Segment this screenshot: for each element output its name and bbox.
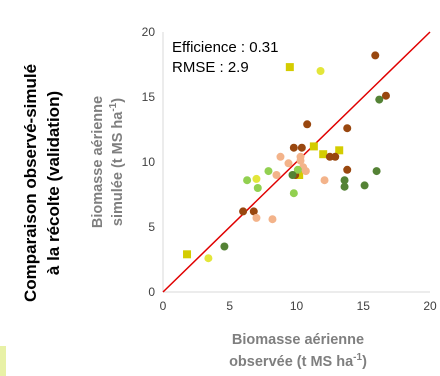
data-point-circle [268, 215, 277, 224]
axes [162, 32, 430, 293]
data-point-circle [289, 143, 298, 152]
data-point-square [183, 250, 192, 259]
x-tick-label: 0 [160, 299, 167, 313]
efficience-annotation: Efficience : 0.31 [172, 39, 278, 56]
data-point-circle [243, 176, 252, 185]
data-point-circle [272, 171, 281, 179]
data-point-circle [204, 254, 213, 263]
x-tick-label: 10 [290, 299, 304, 313]
data-point-circle [297, 143, 306, 152]
data-point-circle [320, 176, 329, 185]
data-point-circle [340, 182, 349, 191]
data-point-circle [252, 174, 261, 183]
data-point-circle [372, 167, 381, 176]
data-point-circle [239, 207, 248, 216]
data-points [183, 51, 390, 263]
data-point-circle [360, 181, 369, 190]
data-point-circle [331, 152, 340, 161]
data-point-square [295, 171, 304, 179]
data-point-circle [381, 91, 390, 100]
data-point-circle [371, 51, 380, 60]
data-point-circle [343, 165, 352, 174]
x-axis-label-sup: -1 [353, 352, 362, 363]
y-tick-labels: 0 5 10 15 20 [142, 25, 156, 299]
y-axis-label-sup: -1 [108, 102, 119, 111]
data-point-circle [249, 207, 258, 216]
data-point-circle [375, 95, 384, 104]
panel-title-line1: Comparaison observé-simulé [21, 64, 40, 302]
x-axis-label-line1: Biomasse aérienne [232, 332, 364, 348]
y-axis-label-line2: simulée (t MS ha-1) [108, 98, 126, 226]
data-point-circle [276, 152, 285, 161]
y-tick-label: 10 [142, 155, 156, 169]
panel-title: Comparaison observé-simulé à la récolte … [6, 8, 68, 358]
data-point-circle [316, 67, 325, 75]
y-tick-label: 20 [142, 25, 156, 39]
y-axis-label-line1: Biomasse aérienne [90, 96, 106, 228]
accent-stripe [0, 346, 6, 376]
data-point-circle [253, 184, 262, 192]
x-tick-labels: 0 5 10 15 20 [160, 299, 437, 313]
data-point-circle [303, 120, 312, 129]
x-axis-label-line2: observée (t MS ha-1) [229, 352, 367, 370]
y-axis-label-end: ) [110, 98, 126, 103]
data-point-circle [252, 213, 261, 222]
panel-title-line2: à la récolte (validation) [44, 91, 63, 275]
data-point-circle [220, 242, 229, 251]
data-point-circle [296, 152, 305, 161]
data-point-square [309, 142, 318, 151]
data-point-circle [284, 159, 293, 168]
data-point-circle [264, 167, 273, 176]
rmse-annotation: RMSE : 2.9 [172, 59, 249, 76]
data-point-circle [288, 171, 297, 179]
x-axis-label-end: ) [362, 354, 367, 370]
data-point-square [285, 63, 294, 72]
x-tick-label: 5 [226, 299, 233, 313]
data-point-circle [340, 176, 349, 185]
y-tick-label: 0 [148, 285, 155, 299]
data-point-square [319, 150, 328, 159]
y-tick-label: 15 [142, 90, 156, 104]
x-tick-label: 20 [423, 299, 437, 313]
data-point-circle [293, 165, 302, 174]
data-point-circle [289, 189, 298, 198]
x-axis-label-main: observée (t MS ha [229, 354, 354, 370]
data-point-circle [343, 124, 352, 133]
y-tick-label: 5 [148, 220, 155, 234]
one-to-one-line [162, 31, 431, 293]
x-tick-label: 15 [357, 299, 371, 313]
data-point-square [335, 146, 344, 155]
y-axis-label-main: simulée (t MS ha [110, 111, 126, 226]
